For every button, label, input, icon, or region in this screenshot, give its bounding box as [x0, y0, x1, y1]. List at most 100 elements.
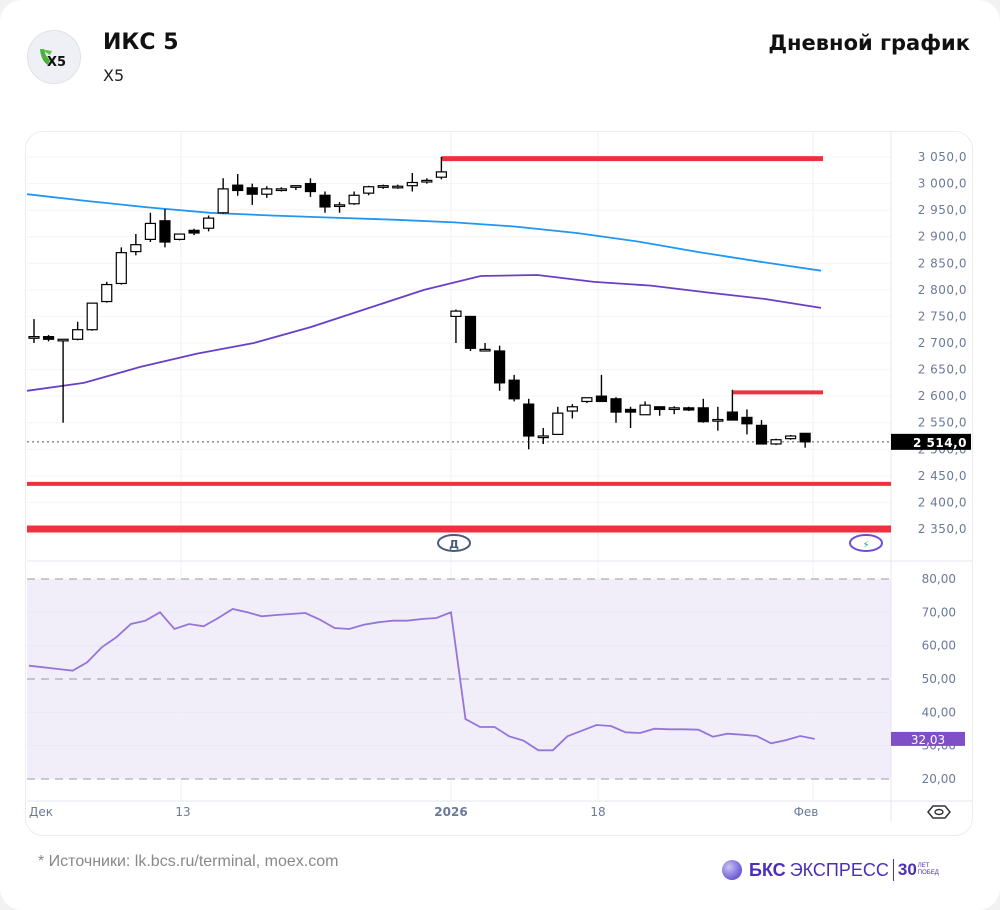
- candle-body: [304, 182, 317, 193]
- candle-body: [363, 186, 375, 194]
- candle-body: [683, 407, 695, 411]
- price-axis-label: 3 050,0: [918, 150, 967, 164]
- price-axis-label: 2 550,0: [918, 416, 967, 430]
- rsi-axis-label: 60,00: [922, 639, 956, 653]
- candle-body: [464, 315, 477, 349]
- price-axis-label: 2 800,0: [918, 283, 967, 297]
- price-axis-label: 2 350,0: [918, 522, 967, 536]
- candle-body: [101, 283, 113, 303]
- svg-text:X5: X5: [47, 55, 66, 70]
- candle-body: [479, 348, 491, 352]
- sources-note: * Источники: lk.bcs.ru/terminal, moex.co…: [38, 853, 339, 870]
- eye-pupil-icon: [934, 808, 944, 816]
- candle-body: [741, 416, 753, 425]
- candle-body: [552, 412, 564, 436]
- rsi-last-badge: [891, 731, 965, 746]
- candle-body: [755, 424, 768, 445]
- candle-body: [130, 244, 142, 253]
- candle-body: [712, 418, 724, 422]
- candle-body: [784, 435, 797, 440]
- candle-body: [246, 187, 258, 195]
- brand-divider: [892, 859, 894, 881]
- candle-body: [668, 407, 680, 411]
- candle-body: [537, 435, 549, 439]
- candle-body: [188, 229, 200, 234]
- candle-body: [319, 194, 331, 208]
- brand-30: 30: [897, 860, 917, 879]
- brand-years: ЛЕТ ПОБЕД: [917, 863, 939, 876]
- eye-settings-icon[interactable]: [927, 805, 951, 819]
- last-price-badge: [891, 433, 971, 450]
- time-axis-label: Фев: [794, 805, 819, 819]
- price-axis-label: 2 900,0: [918, 230, 967, 244]
- candle-body: [508, 379, 520, 400]
- candle-body: [173, 233, 186, 240]
- candle-body: [726, 411, 739, 421]
- last-price-value: 2 514,0: [913, 436, 967, 450]
- candle-body: [770, 439, 782, 445]
- candle-body: [566, 406, 578, 412]
- candle-body: [333, 204, 346, 208]
- candle-body: [406, 181, 418, 187]
- rsi-axis-label: 50,00: [922, 672, 956, 686]
- candle-body: [115, 252, 127, 285]
- candle-body: [392, 185, 404, 189]
- candle-body: [523, 403, 535, 437]
- candle-body: [421, 179, 433, 183]
- event-marker[interactable]: [849, 534, 883, 552]
- company-logo: X5: [27, 30, 81, 84]
- bks-express-logo: БКС ЭКСПРЕСС 30 ЛЕТ ПОБЕД: [722, 859, 939, 881]
- price-chart[interactable]: 3 050,0 3 000,0 2 950,0 2 900,0 2 850,0 2 800…: [26, 132, 972, 835]
- price-axis-label: 2 650,0: [918, 363, 967, 377]
- ma-slow-line: [26, 274, 822, 392]
- rsi-axis-label: 40,00: [922, 705, 956, 719]
- candle-body: [639, 404, 651, 416]
- brand-express: ЭКСПРЕСС: [789, 859, 889, 880]
- dividend-marker-icon: Д: [449, 538, 459, 551]
- time-axis-label: 2026: [434, 805, 467, 819]
- price-axis-label: 2 850,0: [918, 256, 967, 270]
- candle-body: [435, 171, 447, 178]
- candle-body: [624, 408, 637, 413]
- candle-body: [581, 397, 593, 403]
- price-axis-label: 2 700,0: [918, 336, 967, 350]
- candle-body: [377, 185, 389, 188]
- time-axis-label: 18: [590, 805, 605, 819]
- candle-body: [159, 220, 171, 243]
- chart-container[interactable]: 3 050,0 3 000,0 2 950,0 2 900,0 2 850,0 2 800…: [25, 131, 973, 836]
- instrument-title: ИКС 5: [103, 30, 179, 55]
- candle-body: [697, 407, 709, 423]
- time-axis-label: Дек: [29, 805, 53, 819]
- candle-body: [28, 336, 40, 339]
- lightning-icon: ⚡: [862, 540, 869, 551]
- candle-body: [290, 185, 302, 188]
- candle-body: [494, 350, 506, 384]
- instrument-ticker: X5: [103, 66, 125, 85]
- rsi-last-value: 32,03: [911, 733, 945, 747]
- candle-body: [57, 338, 69, 342]
- price-axis-label: 3 000,0: [918, 177, 967, 191]
- price-axis-label: 2 600,0: [918, 389, 967, 403]
- rsi-line: [28, 608, 815, 752]
- candle-body: [261, 188, 273, 195]
- price-axis-label: 2 400,0: [918, 495, 967, 509]
- candle-body: [275, 188, 287, 192]
- candle-body: [348, 194, 360, 205]
- candle-body: [86, 302, 98, 331]
- candle-body: [144, 222, 156, 240]
- candle-body: [42, 336, 55, 340]
- candle-body: [595, 395, 608, 403]
- price-axis-label: 2 450,0: [918, 469, 967, 483]
- candle-body: [610, 398, 622, 413]
- candle-body: [799, 432, 811, 443]
- price-axis-label: 2 950,0: [918, 203, 967, 217]
- time-axis-label: 13: [175, 805, 190, 819]
- x5-logo-icon: X5: [40, 49, 66, 70]
- rsi-axis-label: 80,00: [922, 572, 956, 586]
- candle-body: [217, 188, 229, 214]
- dividend-marker[interactable]: [437, 534, 471, 552]
- bks-ball-icon: [722, 860, 742, 880]
- candle-body: [654, 406, 666, 411]
- candle-body: [72, 329, 84, 340]
